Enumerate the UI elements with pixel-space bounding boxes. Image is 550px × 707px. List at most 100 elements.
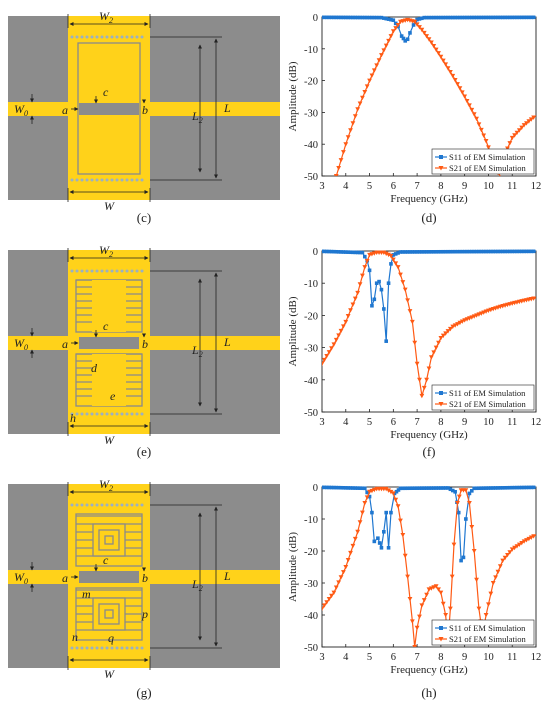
- data-point: [509, 135, 515, 141]
- data-point: [424, 34, 430, 39]
- data-point: [453, 15, 457, 20]
- data-point: [334, 15, 339, 20]
- data-point: [433, 345, 439, 350]
- label-d: d: [91, 361, 98, 375]
- data-point: [458, 249, 462, 254]
- label-w2: W2: [99, 243, 113, 259]
- upper-frame: [75, 513, 143, 567]
- data-point: [522, 15, 526, 20]
- data-point: [395, 22, 401, 28]
- data-point: [474, 577, 479, 583]
- caption-4: (g): [136, 685, 151, 700]
- data-point: [388, 34, 394, 39]
- data-point: [334, 485, 339, 490]
- data-point: [526, 536, 532, 542]
- data-point: [421, 598, 427, 603]
- x-tick-label: 12: [531, 181, 542, 192]
- data-point: [515, 15, 519, 20]
- data-point: [402, 553, 408, 559]
- data-point: [505, 146, 510, 151]
- via: [125, 269, 129, 273]
- x-tick-label: 7: [414, 181, 419, 192]
- data-point: [410, 250, 415, 254]
- data-point: [496, 486, 500, 490]
- via: [100, 35, 104, 39]
- via: [110, 646, 114, 650]
- data-point: [450, 15, 455, 20]
- data-point: [336, 166, 342, 171]
- data-point: [509, 547, 515, 552]
- data-point: [403, 250, 408, 254]
- data-point: [516, 542, 522, 547]
- data-point: [324, 485, 329, 490]
- data-point: [493, 575, 498, 580]
- data-point: [467, 103, 472, 108]
- label-q: q: [108, 631, 114, 645]
- data-point: [322, 357, 327, 363]
- data-point: [519, 485, 524, 490]
- data-point: [467, 491, 472, 496]
- data-point: [345, 314, 351, 319]
- data-point: [391, 18, 396, 22]
- data-point: [365, 15, 369, 20]
- data-point: [429, 15, 434, 20]
- data-point: [370, 510, 374, 515]
- diagram-e: W2 W L L2 W0 a b c de h: [8, 243, 280, 447]
- data-point: [420, 250, 424, 254]
- label-c: c: [103, 553, 109, 567]
- label-w: W: [104, 199, 115, 213]
- data-point: [343, 142, 349, 147]
- x-tick-label: 5: [367, 181, 372, 192]
- via: [110, 35, 114, 39]
- y-tick-label: -20: [304, 311, 318, 322]
- data-point: [439, 249, 443, 254]
- data-point: [327, 485, 331, 490]
- data-point: [322, 249, 327, 254]
- data-point: [461, 555, 466, 560]
- data-point: [426, 37, 432, 42]
- data-point: [386, 38, 391, 44]
- data-point: [517, 485, 522, 490]
- data-point: [326, 350, 332, 355]
- y-axis-label: Amplitude (dB): [287, 532, 299, 602]
- via: [135, 503, 139, 507]
- legend-box: [431, 148, 535, 175]
- data-point: [372, 15, 377, 20]
- spiral-slots: [75, 513, 143, 641]
- caption-1: (d): [421, 210, 436, 225]
- data-point: [424, 15, 429, 20]
- data-point: [429, 486, 434, 490]
- data-point: [334, 249, 339, 254]
- via: [120, 178, 124, 182]
- data-point: [417, 377, 422, 383]
- data-point: [450, 488, 455, 493]
- data-point: [396, 488, 401, 492]
- via: [80, 412, 84, 416]
- data-point: [351, 15, 355, 20]
- data-point: [412, 250, 417, 254]
- data-point: [510, 15, 515, 20]
- data-point: [405, 574, 410, 579]
- data-point: [336, 485, 341, 490]
- data-point: [429, 250, 434, 254]
- data-point: [524, 249, 529, 254]
- data-point: [353, 250, 358, 255]
- data-point: [379, 546, 384, 550]
- x-tick-label: 11: [507, 417, 517, 428]
- data-point: [329, 346, 334, 351]
- data-point: [486, 249, 491, 254]
- via: [110, 178, 114, 182]
- via: [100, 178, 104, 182]
- x-tick-label: 3: [319, 181, 324, 192]
- data-point: [322, 15, 327, 20]
- data-point: [503, 486, 507, 490]
- label-w0: W0: [14, 336, 28, 352]
- label-m: m: [82, 587, 91, 601]
- x-tick-label: 8: [438, 652, 443, 663]
- data-point: [401, 36, 406, 41]
- x-tick-label: 9: [462, 181, 467, 192]
- via: [75, 269, 79, 273]
- data-point: [464, 98, 470, 104]
- data-point: [393, 497, 399, 503]
- data-point: [365, 490, 369, 495]
